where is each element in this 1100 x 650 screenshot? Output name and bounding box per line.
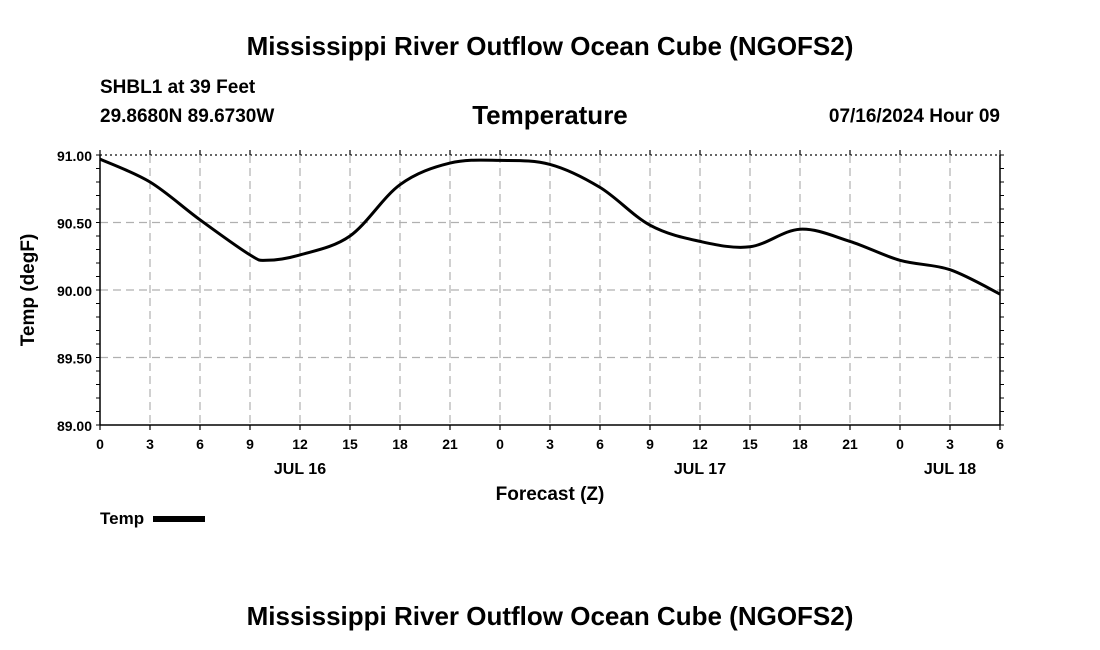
x-axis-label: Forecast (Z) (496, 484, 605, 505)
x-tick-label: 0 (96, 436, 104, 452)
y-tick-label: 90.00 (57, 283, 92, 299)
x-tick-label: 3 (146, 436, 154, 452)
station-coordinates: 29.8680N 89.6730W (100, 106, 275, 127)
x-tick-label: 18 (792, 436, 808, 452)
x-tick-label: 3 (946, 436, 954, 452)
x-tick-label: 0 (496, 436, 504, 452)
day-label: JUL 16 (274, 461, 326, 478)
x-tick-label: 18 (392, 436, 408, 452)
x-tick-label: 3 (546, 436, 554, 452)
x-tick-label: 6 (196, 436, 204, 452)
legend-label-temp: Temp (100, 509, 145, 528)
chart-title-bottom: Mississippi River Outflow Ocean Cube (NG… (246, 601, 854, 631)
y-axis: 89.00 89.50 90.00 90.50 91.00 (57, 148, 1004, 434)
day-label: JUL 18 (924, 461, 976, 478)
series-layer (99, 157, 1001, 296)
x-tick-label: 6 (596, 436, 604, 452)
x-tick-label: 21 (842, 436, 858, 452)
x-tick-label: 0 (896, 436, 904, 452)
forecast-timestamp: 07/16/2024 Hour 09 (828, 106, 1000, 127)
chart-title-top: Mississippi River Outflow Ocean Cube (NG… (246, 31, 854, 61)
x-tick-label: 6 (996, 436, 1004, 452)
series-line-temp (99, 157, 1001, 296)
y-tick-label: 89.50 (57, 351, 92, 367)
x-axis: 0 3 6 9 12 15 18 21 0 3 6 9 12 15 18 21 0 3 6 (96, 150, 1004, 452)
legend: Temp (100, 509, 206, 529)
grid-lines (100, 154, 1000, 425)
x-tick-label: 21 (442, 436, 458, 452)
chart-subtitle: Temperature (472, 100, 628, 130)
day-label: JUL 17 (674, 461, 726, 478)
x-tick-label: 12 (292, 436, 308, 452)
y-tick-label: 89.00 (57, 418, 92, 434)
x-tick-label: 12 (692, 436, 708, 452)
y-axis-label: Temp (degF) (18, 234, 39, 347)
x-tick-label: 15 (742, 436, 758, 452)
day-labels: JUL 16 JUL 17 JUL 18 (274, 461, 976, 478)
y-tick-label: 90.50 (57, 216, 92, 232)
x-tick-label: 15 (342, 436, 358, 452)
legend-swatch-temp (153, 516, 206, 522)
y-tick-label: 91.00 (57, 148, 92, 164)
station-label: SHBL1 at 39 Feet (100, 77, 256, 98)
x-tick-label: 9 (646, 436, 654, 452)
x-tick-label: 9 (246, 436, 254, 452)
